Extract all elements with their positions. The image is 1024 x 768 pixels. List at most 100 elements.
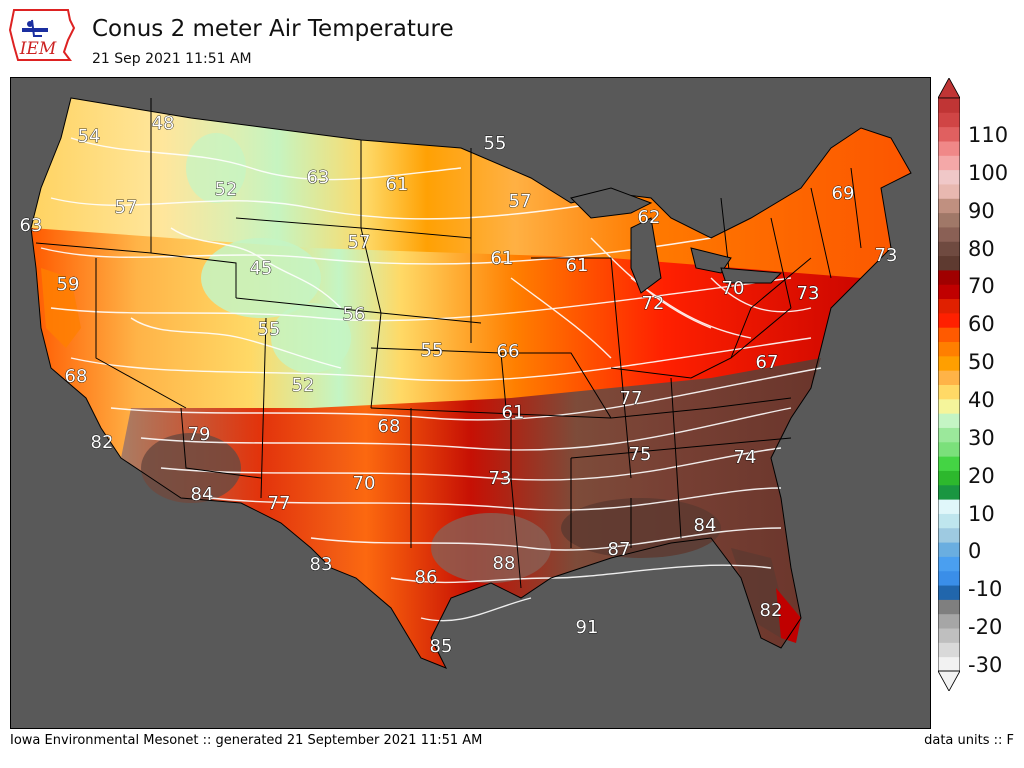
colorbar-swatch (938, 98, 960, 113)
colorbar-swatch (938, 570, 960, 586)
temp-point: 70 (353, 473, 376, 494)
temp-point: 57 (115, 197, 138, 218)
temp-point: 59 (57, 274, 80, 295)
colorbar-tick-label: 0 (968, 539, 982, 564)
temp-point: 77 (620, 388, 643, 409)
temp-point: 56 (343, 304, 366, 325)
temp-point: 52 (215, 179, 238, 200)
colorbar-swatch (938, 441, 960, 457)
temp-point: 61 (491, 248, 514, 269)
temp-point: 57 (509, 191, 532, 212)
temp-point: 57 (348, 232, 371, 253)
colorbar-swatch (938, 112, 960, 128)
colorbar-swatch (938, 384, 960, 400)
point-labels: 54 48 55 63 61 52 57 57 69 63 62 57 73 5… (19, 113, 898, 658)
colorbar-max-arrow (937, 77, 961, 99)
colorbar-swatch (938, 499, 960, 514)
temp-point: 63 (307, 167, 330, 188)
colorbar-swatch (938, 370, 960, 385)
temp-point: 84 (191, 484, 214, 505)
colorbar-swatch (938, 284, 960, 300)
temp-point: 73 (489, 468, 512, 489)
temp-point: 61 (566, 255, 589, 276)
temp-point: 82 (91, 432, 114, 453)
colorbar-swatch (938, 269, 960, 285)
colorbar-swatch (938, 527, 960, 543)
colorbar-tick-label: -20 (968, 615, 1003, 640)
colorbar-tick-label: 60 (968, 312, 995, 337)
temp-point: 82 (760, 600, 783, 621)
temp-point: 52 (292, 375, 315, 396)
temp-point: 55 (258, 319, 281, 340)
colorbar-swatch (938, 140, 960, 156)
colorbar-swatch (938, 470, 960, 486)
colorbar-swatch (938, 226, 960, 242)
temp-point: 61 (386, 174, 409, 195)
colorbar-swatch (938, 456, 960, 471)
colorbar-tick-label: 100 (968, 160, 1009, 185)
temp-point: 68 (378, 416, 401, 437)
temp-point: 66 (497, 341, 520, 362)
temp-point: 69 (832, 183, 855, 204)
colorbar-swatch (938, 341, 960, 357)
colorbar-swatch (938, 628, 960, 643)
temp-point: 77 (268, 493, 291, 514)
colorbar-swatch (938, 556, 960, 572)
temp-point: 72 (642, 293, 665, 314)
colorbar-tick-label: 50 (968, 350, 995, 375)
colorbar-tick-label: 70 (968, 274, 995, 299)
colorbar-swatch (938, 312, 960, 328)
colorbar-swatch (938, 427, 960, 443)
colorbar-swatch (938, 212, 960, 228)
colorbar-tick-label: 90 (968, 198, 995, 223)
colorbar-tick-label: 40 (968, 388, 995, 412)
temp-point: 63 (20, 215, 43, 236)
colorbar-swatch (938, 398, 960, 414)
colorbar-swatch (938, 656, 960, 672)
footer-credit: Iowa Environmental Mesonet :: generated … (10, 733, 483, 748)
temp-point: 75 (629, 444, 652, 465)
colorbar-tick-label: 30 (968, 425, 995, 450)
temp-point: 70 (722, 278, 745, 299)
colorbar-swatch (938, 241, 960, 257)
colorbar-tick-label: -30 (968, 653, 1003, 677)
page-subtitle: 21 Sep 2021 11:51 AM (92, 51, 252, 67)
colorbar-tick-label: 20 (968, 463, 995, 488)
temp-point: 84 (694, 515, 717, 536)
colorbar-swatch (938, 613, 960, 629)
colorbar-tick-label: 10 (968, 501, 995, 526)
colorbar-tick-label: 110 (968, 123, 1009, 147)
temp-point: 67 (756, 352, 779, 373)
colorbar-swatch (938, 169, 960, 185)
colorbar-tick-label: 80 (968, 236, 995, 261)
colorbar-swatch (938, 198, 960, 214)
svg-text:IEM: IEM (19, 39, 57, 59)
colorbar-tick-label: -10 (968, 577, 1003, 602)
page-title: Conus 2 meter Air Temperature (92, 16, 454, 42)
colorbar-swatch (938, 413, 960, 428)
temp-point: 54 (78, 126, 101, 147)
colorbar-swatch (938, 155, 960, 171)
temp-point: 45 (250, 258, 273, 279)
temp-point: 73 (875, 245, 898, 266)
temp-point: 85 (430, 636, 453, 657)
colorbar-swatch (938, 484, 960, 500)
temp-point: 86 (415, 567, 438, 588)
colorbar-swatch (938, 542, 960, 557)
colorbar-swatch (938, 255, 960, 271)
colorbar-swatch (938, 327, 960, 343)
colorbar-swatch (938, 298, 960, 314)
colorbar-swatch (938, 642, 960, 658)
colorbar-swatch (938, 183, 960, 199)
colorbar-swatch (938, 585, 960, 600)
temp-point: 73 (797, 283, 820, 304)
temp-point: 61 (502, 402, 525, 423)
colorbar-swatch (938, 513, 960, 529)
temp-point: 74 (734, 447, 757, 468)
temp-point: 62 (638, 207, 661, 228)
temp-point: 55 (421, 340, 444, 361)
temp-point: 87 (608, 539, 631, 560)
colorbar-min-arrow (937, 670, 961, 692)
temp-point: 79 (188, 424, 211, 445)
footer-units: data units :: F (924, 733, 1014, 748)
